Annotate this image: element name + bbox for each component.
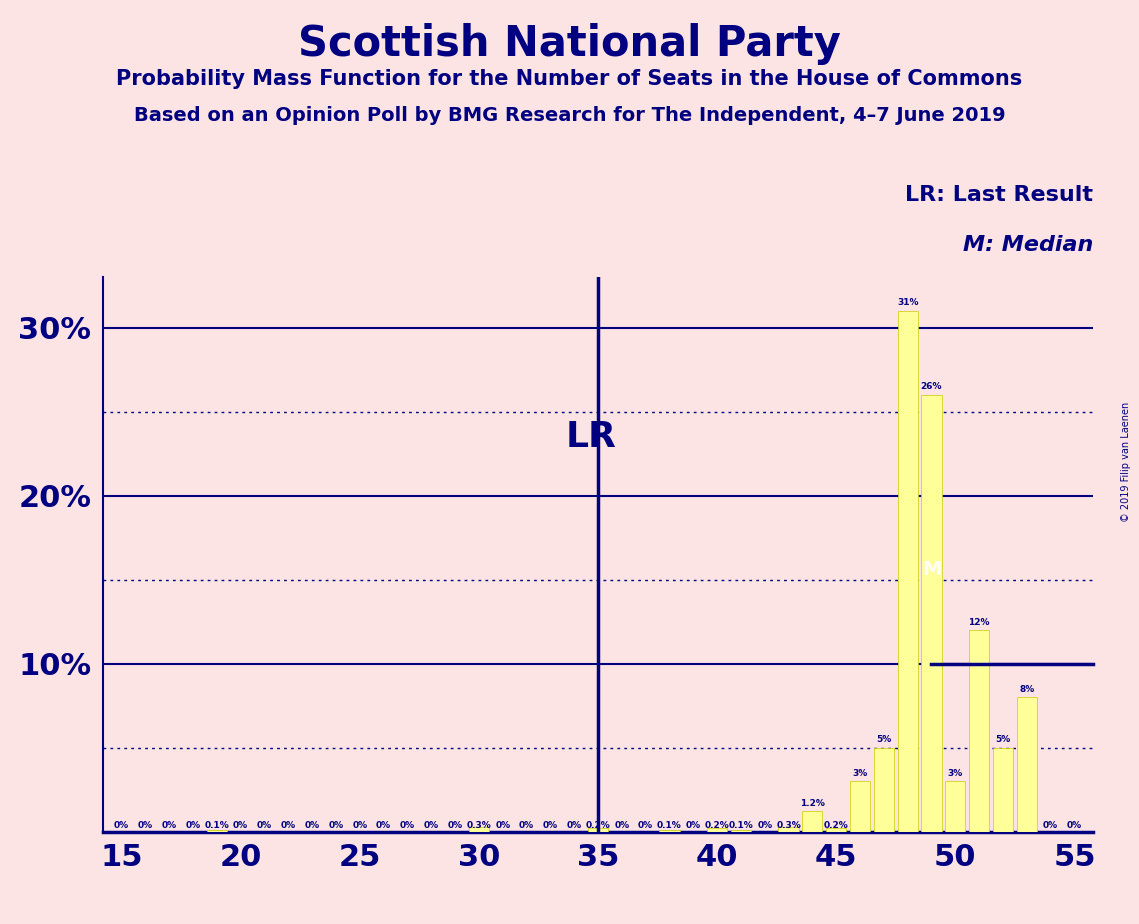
Bar xyxy=(206,830,227,832)
Text: 0.3%: 0.3% xyxy=(776,821,801,831)
Text: Probability Mass Function for the Number of Seats in the House of Commons: Probability Mass Function for the Number… xyxy=(116,69,1023,90)
Text: M: M xyxy=(921,560,941,579)
Text: 3%: 3% xyxy=(852,769,868,778)
Text: 0%: 0% xyxy=(519,821,534,831)
Bar xyxy=(921,395,942,832)
Text: 0.1%: 0.1% xyxy=(729,821,753,831)
Bar xyxy=(731,830,751,832)
Text: 0%: 0% xyxy=(280,821,296,831)
Text: 31%: 31% xyxy=(896,298,918,308)
Text: 0%: 0% xyxy=(257,821,272,831)
Bar xyxy=(778,827,798,832)
Text: 12%: 12% xyxy=(968,617,990,626)
Text: LR: Last Result: LR: Last Result xyxy=(906,185,1093,205)
Text: © 2019 Filip van Laenen: © 2019 Filip van Laenen xyxy=(1121,402,1131,522)
Text: 0%: 0% xyxy=(686,821,700,831)
Text: 26%: 26% xyxy=(920,383,942,392)
Text: LR: LR xyxy=(565,419,616,454)
Bar xyxy=(850,781,870,832)
Bar xyxy=(945,781,966,832)
Text: 0%: 0% xyxy=(376,821,391,831)
Text: 0%: 0% xyxy=(352,821,368,831)
Text: 0%: 0% xyxy=(757,821,772,831)
Text: 0%: 0% xyxy=(543,821,558,831)
Text: 0.2%: 0.2% xyxy=(823,821,849,831)
Bar xyxy=(826,828,846,832)
Text: 0%: 0% xyxy=(233,821,248,831)
Text: 0%: 0% xyxy=(162,821,177,831)
Text: Based on an Opinion Poll by BMG Research for The Independent, 4–7 June 2019: Based on an Opinion Poll by BMG Research… xyxy=(133,106,1006,126)
Text: 0%: 0% xyxy=(638,821,653,831)
Text: 0%: 0% xyxy=(138,821,153,831)
Text: 0.1%: 0.1% xyxy=(657,821,682,831)
Text: 0.2%: 0.2% xyxy=(705,821,729,831)
Text: M: Median: M: Median xyxy=(964,235,1093,255)
Bar xyxy=(588,828,608,832)
Text: 5%: 5% xyxy=(995,736,1010,744)
Text: 0%: 0% xyxy=(566,821,582,831)
Text: Scottish National Party: Scottish National Party xyxy=(298,23,841,65)
Text: 0%: 0% xyxy=(495,821,510,831)
Text: 0%: 0% xyxy=(424,821,439,831)
Text: 5%: 5% xyxy=(876,736,892,744)
Text: 3%: 3% xyxy=(948,769,962,778)
Bar xyxy=(993,748,1013,832)
Text: 0%: 0% xyxy=(186,821,200,831)
Text: 0.1%: 0.1% xyxy=(205,821,229,831)
Text: 0.2%: 0.2% xyxy=(585,821,611,831)
Bar xyxy=(874,748,894,832)
Bar xyxy=(659,830,680,832)
Bar xyxy=(898,310,918,832)
Text: 0.3%: 0.3% xyxy=(467,821,491,831)
Bar xyxy=(802,811,822,832)
Text: 0%: 0% xyxy=(328,821,344,831)
Text: 1.2%: 1.2% xyxy=(800,799,825,808)
Text: 8%: 8% xyxy=(1019,685,1034,694)
Bar xyxy=(469,827,489,832)
Text: 0%: 0% xyxy=(304,821,320,831)
Text: 0%: 0% xyxy=(1067,821,1082,831)
Bar xyxy=(1017,698,1036,832)
Bar xyxy=(707,828,727,832)
Text: 0%: 0% xyxy=(614,821,630,831)
Text: 0%: 0% xyxy=(448,821,462,831)
Text: 0%: 0% xyxy=(1043,821,1058,831)
Text: 0%: 0% xyxy=(114,821,129,831)
Text: 0%: 0% xyxy=(400,821,415,831)
Bar xyxy=(969,630,990,832)
